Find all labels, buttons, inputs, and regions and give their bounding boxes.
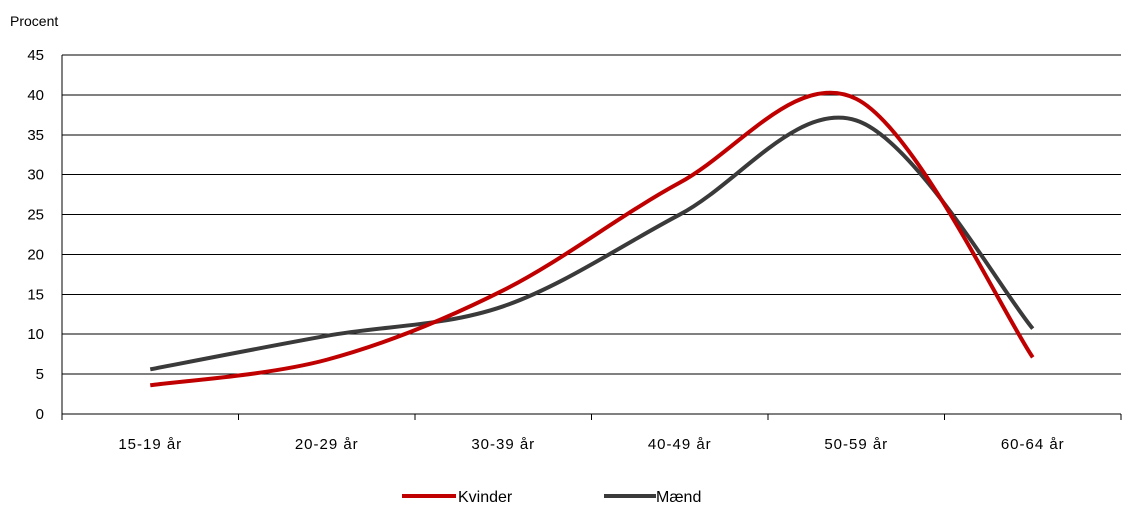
x-tick-label: 50-59 år [824,436,888,453]
y-tick-label: 5 [36,366,44,383]
legend: Kvinder Mænd [402,489,701,506]
y-tick-label: 40 [27,87,44,104]
legend-label: Kvinder [458,489,513,506]
x-tick-label: 40-49 år [648,436,712,453]
series-line-mænd [149,115,1035,372]
y-tick-label: 30 [27,167,44,184]
x-tick-label: 30-39 år [471,436,535,453]
y-tick-label: 10 [27,326,44,343]
x-axis-ticks: 15-19 år 20-29 år 30-39 år 40-49 år 50-59 år… [61,414,1122,453]
data-series [149,90,1035,388]
x-tick-label: 20-29 år [295,436,359,453]
y-tick-label: 35 [27,127,44,144]
y-tick-label: 15 [27,286,44,303]
x-tick-label: 60-64 år [1001,436,1065,453]
y-tick-label: 20 [27,246,44,263]
y-tick-label: 0 [36,406,44,423]
legend-label: Mænd [656,489,701,506]
series-line-kvinder [149,90,1035,388]
y-tick-label: 45 [27,47,44,64]
y-axis-title: Procent [10,13,58,29]
x-tick-label: 15-19 år [118,436,182,453]
y-axis-ticks: 0 5 10 15 20 25 30 35 40 45 [27,47,44,423]
y-tick-label: 25 [27,207,44,224]
